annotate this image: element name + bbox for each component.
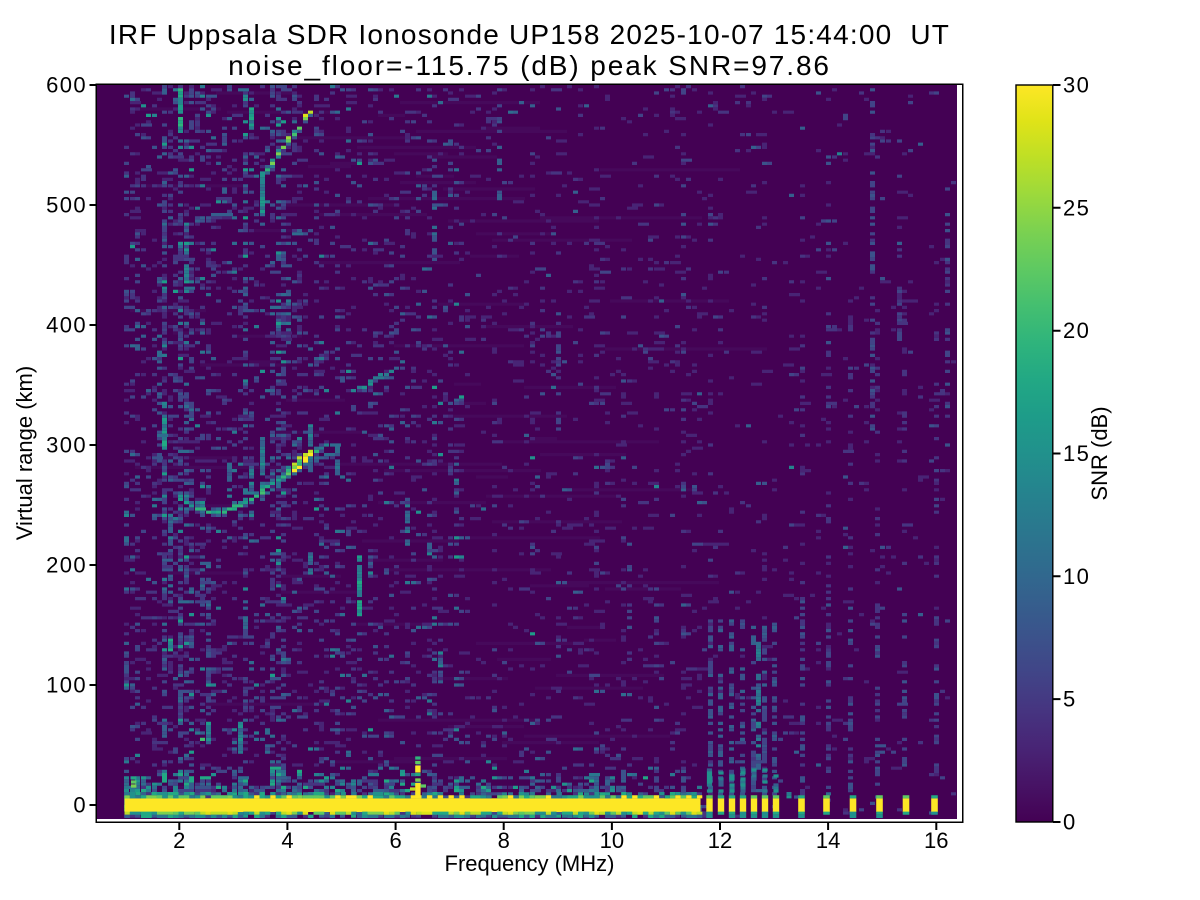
svg-text:400: 400 <box>46 313 87 338</box>
svg-text:20: 20 <box>1063 318 1090 343</box>
svg-text:200: 200 <box>46 553 87 578</box>
svg-text:8: 8 <box>498 828 510 853</box>
svg-text:10: 10 <box>600 828 624 853</box>
svg-text:0: 0 <box>73 793 87 818</box>
svg-text:15: 15 <box>1063 441 1090 466</box>
svg-text:Virtual range (km): Virtual range (km) <box>12 366 37 540</box>
svg-text:16: 16 <box>924 828 948 853</box>
svg-text:6: 6 <box>389 828 401 853</box>
svg-text:Frequency (MHz): Frequency (MHz) <box>445 851 615 876</box>
svg-text:300: 300 <box>46 433 87 458</box>
svg-text:12: 12 <box>708 828 732 853</box>
svg-text:2: 2 <box>173 828 185 853</box>
svg-text:SNR (dB): SNR (dB) <box>1087 406 1112 500</box>
svg-text:5: 5 <box>1063 687 1077 712</box>
svg-text:100: 100 <box>46 673 87 698</box>
svg-text:25: 25 <box>1063 195 1090 220</box>
svg-text:noise_floor=-115.75 (dB) peak: noise_floor=-115.75 (dB) peak SNR=97.86 <box>228 50 831 81</box>
svg-text:500: 500 <box>46 193 87 218</box>
svg-text:600: 600 <box>46 73 87 98</box>
svg-text:30: 30 <box>1063 73 1090 98</box>
svg-text:4: 4 <box>281 828 293 853</box>
svg-text:0: 0 <box>1063 809 1077 834</box>
svg-text:14: 14 <box>816 828 840 853</box>
svg-text:IRF Uppsala SDR Ionosonde UP15: IRF Uppsala SDR Ionosonde UP158 2025-10-… <box>109 19 950 50</box>
svg-text:10: 10 <box>1063 564 1090 589</box>
